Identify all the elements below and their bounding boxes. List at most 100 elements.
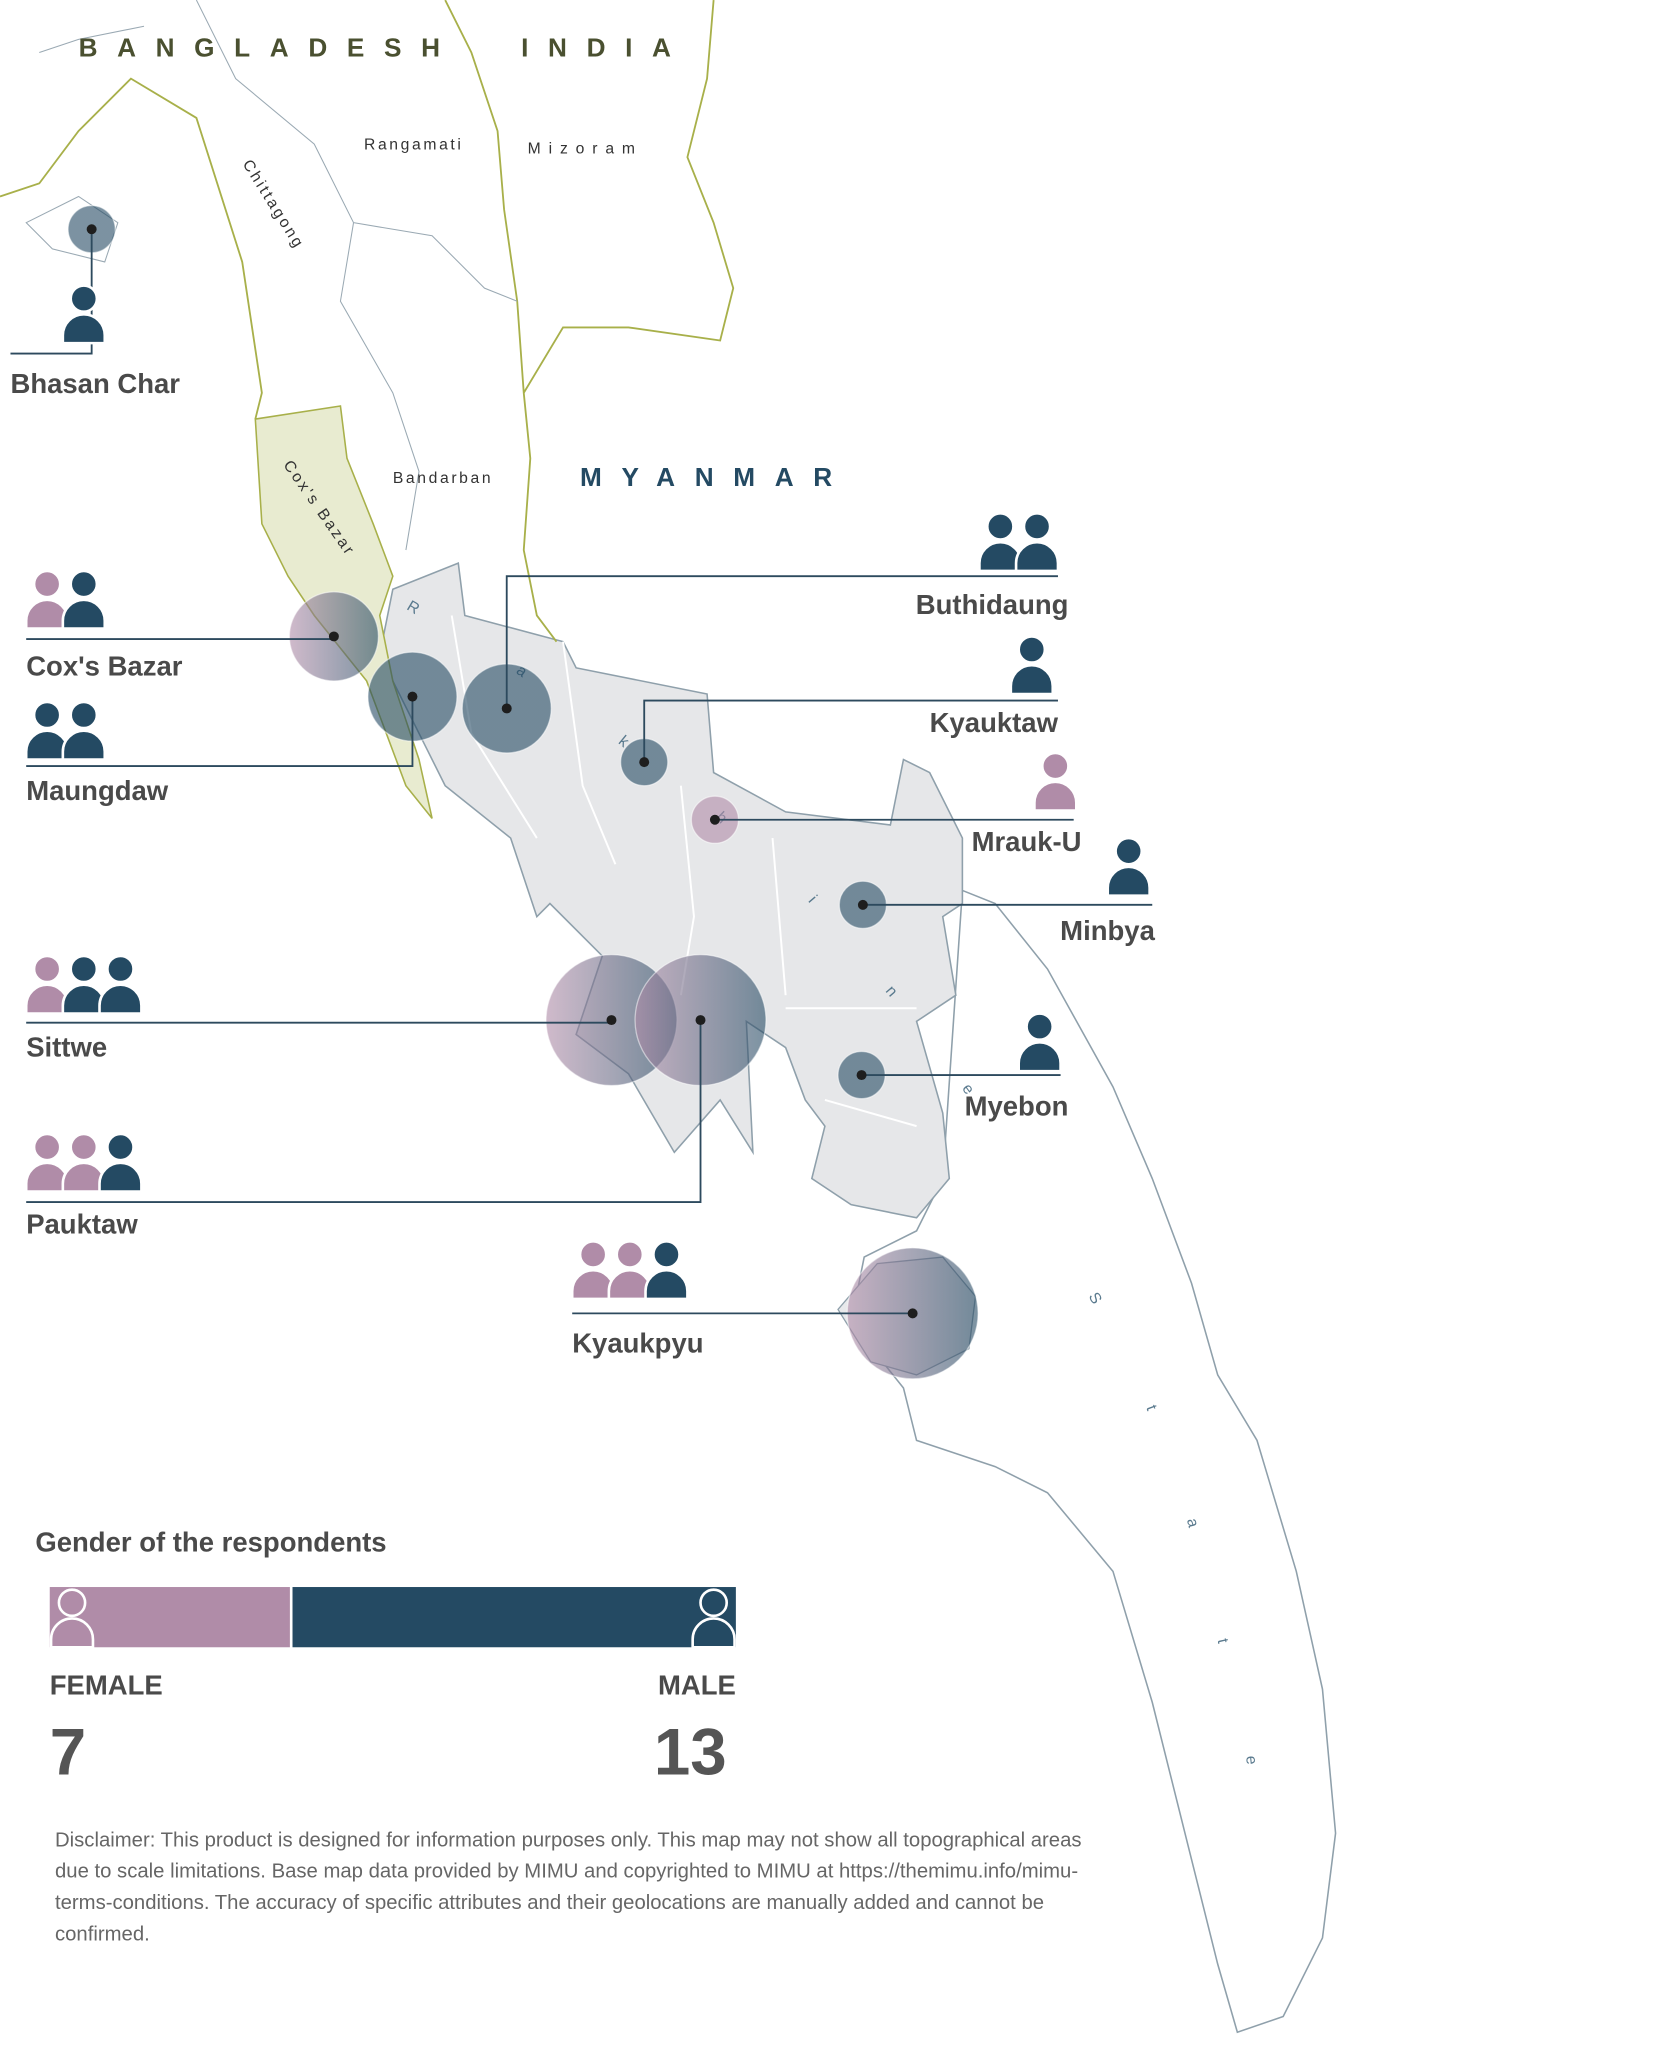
icon-head bbox=[32, 569, 62, 599]
icon-head bbox=[652, 1240, 681, 1269]
person-icon bbox=[644, 1240, 689, 1301]
person-icon bbox=[1033, 751, 1078, 812]
icon-head bbox=[106, 954, 135, 984]
location-label: Sittwe bbox=[26, 1032, 107, 1063]
location-dot bbox=[86, 224, 97, 235]
location-label: Buthidaung bbox=[916, 589, 1069, 620]
icon-head bbox=[32, 1132, 62, 1162]
icon-head bbox=[69, 954, 99, 984]
person-icon bbox=[61, 1132, 107, 1193]
icon-head bbox=[69, 284, 99, 314]
person-icon bbox=[1017, 1012, 1062, 1073]
icon-body bbox=[98, 983, 143, 1015]
location-dot bbox=[501, 703, 512, 714]
icon-head bbox=[69, 569, 99, 599]
person-icon bbox=[1014, 512, 1060, 573]
icon-head bbox=[699, 1588, 729, 1618]
location-label: Cox's Bazar bbox=[26, 651, 183, 682]
disclaimer-box: Disclaimer: This product is designed for… bbox=[55, 1829, 1082, 1946]
location-label: Maungdaw bbox=[26, 775, 169, 806]
person-icon bbox=[1009, 635, 1055, 696]
icon-body bbox=[98, 1161, 143, 1193]
location-dot bbox=[907, 1308, 918, 1319]
country-label: BANGLADESH bbox=[79, 32, 460, 62]
icon-body bbox=[61, 598, 107, 630]
location: Sittwe bbox=[24, 953, 678, 1087]
icon-head bbox=[1022, 512, 1052, 541]
location: Maungdaw bbox=[24, 651, 458, 806]
icon-head bbox=[578, 1240, 608, 1269]
icon-head bbox=[1025, 1012, 1055, 1042]
leader-line bbox=[26, 696, 414, 767]
location-dot bbox=[857, 899, 868, 910]
person-icon bbox=[978, 512, 1023, 573]
gender-bar bbox=[49, 1587, 736, 1649]
person-icon bbox=[61, 284, 107, 345]
location: Minbya bbox=[838, 836, 1156, 946]
location: Cox's Bazar bbox=[24, 569, 380, 682]
district-borders bbox=[25, 0, 518, 551]
icon-body bbox=[1009, 663, 1055, 696]
icon-head bbox=[1114, 836, 1144, 866]
location-dot bbox=[407, 691, 418, 702]
location-dot bbox=[709, 814, 720, 825]
icon-head bbox=[985, 512, 1015, 541]
location: Buthidaung bbox=[461, 512, 1069, 754]
person-icon bbox=[98, 954, 143, 1015]
icon-head bbox=[32, 700, 62, 730]
icon-body bbox=[61, 729, 107, 761]
person-icon bbox=[98, 1132, 143, 1193]
locations: Bhasan Char Cox's Bazar Maungdaw Buthidaung… bbox=[10, 204, 1156, 1380]
icon-body bbox=[1017, 1041, 1062, 1073]
icon-head bbox=[32, 954, 62, 984]
location: Kyaukpyu bbox=[570, 1240, 979, 1380]
person-icon bbox=[61, 700, 107, 761]
location-dot bbox=[856, 1070, 867, 1081]
female-total: 7 bbox=[50, 1715, 86, 1788]
location: Myebon bbox=[837, 1012, 1069, 1122]
person-icon bbox=[61, 569, 107, 630]
country-border bbox=[0, 0, 735, 643]
legend-icon bbox=[691, 1588, 736, 1649]
person-icon bbox=[24, 700, 70, 761]
location-dot bbox=[606, 1015, 617, 1026]
male-label: MALE bbox=[658, 1669, 736, 1700]
location-label: Pauktaw bbox=[26, 1209, 138, 1240]
location-dot bbox=[639, 757, 650, 768]
person-icon bbox=[607, 1240, 653, 1301]
leader-line bbox=[10, 229, 93, 355]
location-label: Bhasan Char bbox=[10, 368, 180, 399]
location-label: Kyauktaw bbox=[930, 707, 1059, 738]
icon-body bbox=[1014, 540, 1060, 573]
location: Mrauk-U bbox=[690, 751, 1082, 857]
icon-body bbox=[1106, 865, 1151, 897]
icon-body bbox=[49, 1617, 95, 1649]
icon-head bbox=[57, 1588, 87, 1618]
icon-head bbox=[106, 1132, 135, 1162]
icon-body bbox=[1033, 780, 1078, 812]
male-total: 13 bbox=[654, 1715, 727, 1788]
icon-head bbox=[1040, 751, 1070, 781]
location-label: Mrauk-U bbox=[972, 826, 1082, 857]
location: Pauktaw bbox=[24, 953, 767, 1240]
location: Bhasan Char bbox=[10, 204, 180, 399]
icon-body bbox=[691, 1617, 736, 1649]
icon-body bbox=[644, 1268, 689, 1301]
person-icon bbox=[1106, 836, 1151, 897]
location-label: Myebon bbox=[965, 1091, 1069, 1122]
location-dot bbox=[328, 631, 339, 642]
legend-title: Gender of the respondents bbox=[35, 1527, 386, 1558]
location-label: Kyaukpyu bbox=[572, 1328, 703, 1359]
place-label: Chittagong bbox=[239, 157, 308, 253]
icon-body bbox=[61, 313, 107, 345]
icon-head bbox=[69, 1132, 99, 1162]
place-label: Bandarban bbox=[393, 470, 493, 487]
place-label: Rangamati bbox=[364, 136, 464, 153]
female-label: FEMALE bbox=[50, 1669, 163, 1700]
person-icon bbox=[24, 1132, 70, 1193]
country-label: INDIA bbox=[521, 32, 690, 62]
male-bar bbox=[292, 1587, 736, 1648]
leader-line bbox=[505, 575, 1058, 709]
